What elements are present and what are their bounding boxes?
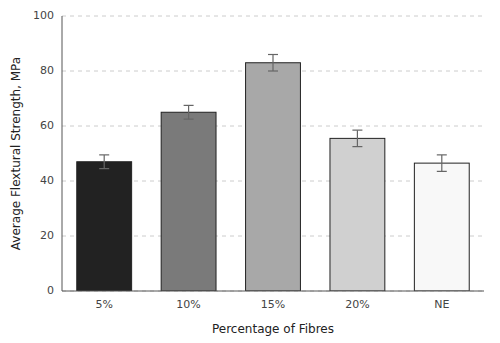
error-bar-cap <box>184 119 194 120</box>
y-tick-label: 0 <box>47 284 54 297</box>
bar <box>246 63 301 291</box>
error-bar-cap <box>268 54 278 55</box>
error-bar-cap <box>184 105 194 106</box>
x-tick-label: NE <box>434 298 449 311</box>
y-tick-label: 20 <box>40 229 54 242</box>
x-axis-line <box>62 291 484 292</box>
page: {"chart_data": {"type": "bar", "categori… <box>0 0 500 343</box>
y-ticks: 0 20 40 60 80 100 <box>33 9 54 297</box>
y-axis-title: Average Flextural Strength, MPa <box>9 57 23 250</box>
x-ticks: 5% 10% 15% 20% NE <box>95 298 449 311</box>
error-bar <box>99 155 109 169</box>
error-bar-stem <box>188 105 189 119</box>
x-tick-label: 15% <box>261 298 285 311</box>
grid-line <box>62 16 484 17</box>
error-bar-stem <box>357 130 358 147</box>
error-bar-cap <box>352 146 362 147</box>
error-bar-cap <box>268 70 278 71</box>
error-bar-cap <box>352 130 362 131</box>
grid-line <box>62 291 484 292</box>
error-bar-cap <box>99 168 109 169</box>
grid-line <box>62 71 484 72</box>
error-bar-stem <box>272 55 273 72</box>
error-bar <box>268 55 278 72</box>
y-tick-label: 40 <box>40 174 54 187</box>
bar <box>161 112 216 291</box>
bar <box>77 162 132 291</box>
chart-svg: 0 20 40 60 80 100 5% 10% 15% 20% NE Percentage of F… <box>0 0 500 343</box>
x-tick-label: 5% <box>95 298 112 311</box>
x-tick-label: 20% <box>345 298 369 311</box>
plot-area <box>77 63 469 291</box>
error-bar-stem <box>104 155 105 169</box>
error-bar-cap <box>99 154 109 155</box>
chart-container: 0 20 40 60 80 100 5% 10% 15% 20% NE Percentage of F… <box>0 0 500 343</box>
error-bars <box>99 55 447 172</box>
error-bar <box>352 130 362 147</box>
bar <box>414 163 469 291</box>
error-bar <box>437 155 447 172</box>
error-bar-cap <box>437 171 447 172</box>
y-tick-label: 80 <box>40 64 54 77</box>
y-tick-label: 60 <box>40 119 54 132</box>
error-bar-cap <box>437 154 447 155</box>
x-axis-title: Percentage of Fibres <box>212 322 334 336</box>
error-bar-stem <box>441 155 442 172</box>
bar <box>330 138 385 291</box>
y-axis-line <box>62 16 63 291</box>
error-bar <box>184 105 194 119</box>
y-tick-label: 100 <box>33 9 54 22</box>
grid <box>62 16 484 291</box>
x-tick-label: 10% <box>176 298 200 311</box>
